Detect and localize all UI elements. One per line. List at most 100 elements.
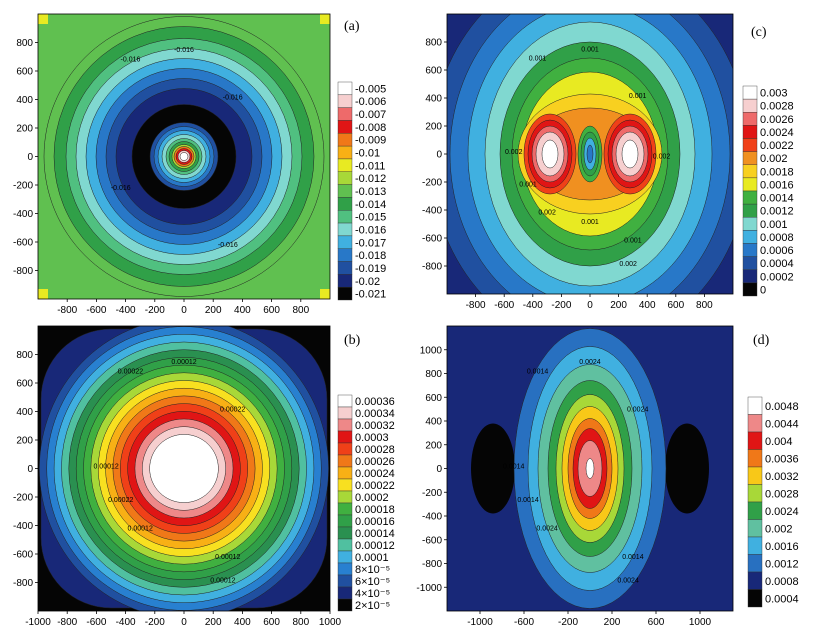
colorbar-swatch (337, 133, 353, 147)
y-tick-label: -800 (13, 578, 33, 589)
contour-label: 0.002 (538, 210, 556, 217)
x-tick-label: -400 (116, 305, 136, 316)
colorbar-label: -0.007 (355, 109, 386, 121)
contour-band (621, 139, 639, 169)
contour-label: 0.00012 (215, 554, 240, 561)
colorbar-label: 0.004 (765, 436, 793, 448)
colorbar-swatch (337, 430, 353, 444)
colorbar-swatch (337, 442, 353, 456)
x-tick-label: -400 (523, 300, 543, 311)
colorbar-swatch (742, 177, 758, 192)
colorbar-swatch (337, 274, 353, 288)
colorbar-label: -0.015 (355, 212, 386, 224)
contour-label: 0.0014 (527, 369, 549, 376)
colorbar-swatch (337, 550, 353, 564)
colorbar-swatch (747, 396, 763, 415)
colorbar-label: 0.0028 (765, 488, 799, 500)
contour-band (320, 14, 330, 24)
x-tick-label: 600 (648, 617, 665, 628)
x-tick-label: 600 (263, 305, 280, 316)
x-tick-label: -600 (494, 300, 514, 311)
colorbar-swatch (337, 406, 353, 420)
x-tick-label: -200 (145, 305, 165, 316)
colorbar-label: 0.00024 (355, 468, 395, 480)
colorbar-swatch (337, 466, 353, 480)
x-tick-label: -800 (466, 300, 486, 311)
colorbar-label: 0.0008 (760, 232, 794, 244)
contour-label: 0.001 (624, 238, 642, 245)
x-tick-label: 400 (234, 305, 251, 316)
x-tick-label: 400 (639, 300, 656, 311)
colorbar-label: 0.0016 (765, 541, 799, 553)
y-tick-label: 0 (27, 464, 33, 475)
colorbar-label: 0.0012 (765, 558, 799, 570)
contour-band (665, 423, 709, 514)
panel-label: (b) (344, 333, 361, 348)
colorbar-label: 0.0024 (765, 506, 799, 518)
colorbar-swatch (742, 112, 758, 126)
colorbar-swatch (742, 98, 758, 113)
colorbar-swatch (747, 484, 763, 503)
y-tick-label: -600 (13, 238, 33, 249)
colorbar-label: 0.0028 (760, 101, 794, 113)
contour-label: 0.0024 (627, 407, 649, 414)
colorbar-label: -0.017 (355, 237, 386, 249)
x-tick-label: 600 (667, 300, 684, 311)
x-tick-label: -600 (514, 617, 534, 628)
x-tick-label: 0 (181, 305, 187, 316)
colorbar-label: 0.0003 (355, 432, 389, 444)
colorbar-label: -0.019 (355, 263, 386, 275)
colorbar-label: 2×10⁻⁵ (355, 600, 390, 612)
colorbar-label: 0.0014 (760, 193, 794, 205)
contour-band (585, 458, 595, 479)
x-tick-label: 600 (263, 617, 280, 628)
colorbar-label: 0.0026 (760, 114, 794, 126)
colorbar-swatch (742, 138, 758, 152)
y-tick-label: 600 (425, 393, 442, 404)
colorbar-label: 6×10⁻⁵ (355, 576, 390, 588)
x-tick-label: 400 (234, 617, 251, 628)
colorbar-label: 0.0006 (760, 245, 794, 257)
colorbar-label: 8×10⁻⁵ (355, 564, 390, 576)
x-tick-label: 800 (292, 305, 309, 316)
x-tick-label: 0 (587, 300, 593, 311)
colorbar-swatch (337, 598, 353, 612)
colorbar-label: -0.018 (355, 250, 386, 262)
contour-label: 0.00012 (210, 578, 235, 585)
x-tick-label: 200 (205, 617, 222, 628)
contour-label: -0.016 (174, 47, 194, 54)
colorbar-label: 0.002 (765, 523, 793, 535)
contour-band (38, 14, 48, 24)
colorbar-swatch (747, 519, 763, 538)
contour-label: -0.016 (218, 242, 238, 249)
panel-label: (c) (751, 25, 767, 40)
colorbar-swatch (337, 586, 353, 600)
y-tick-label: 0 (436, 150, 442, 161)
colorbar-swatch (337, 235, 353, 249)
y-tick-label: -400 (13, 521, 33, 532)
colorbar-label: 0.003 (760, 88, 788, 100)
colorbar-swatch (337, 454, 353, 468)
x-tick-label: -200 (145, 617, 165, 628)
colorbar-label: 0 (760, 284, 766, 296)
colorbar-label: -0.013 (355, 186, 386, 198)
y-tick-label: 1000 (420, 345, 443, 356)
y-tick-label: 600 (425, 66, 442, 77)
y-tick-label: 200 (16, 124, 33, 135)
x-tick-label: -600 (86, 305, 106, 316)
contour-label: 0.00012 (128, 525, 153, 532)
y-tick-label: -200 (422, 488, 442, 499)
y-tick-label: 400 (16, 95, 33, 106)
contour-label: 0.0024 (536, 525, 558, 532)
contour-label: 0.001 (629, 93, 647, 100)
colorbar-label: 0.0004 (760, 258, 794, 270)
y-tick-label: 600 (16, 67, 33, 78)
plot-area: 0.00022 0.00022 0.00022 0.00012 0.00012 0.000… (38, 326, 330, 611)
colorbar-label: 0.0018 (760, 166, 794, 178)
colorbar-swatch (747, 431, 763, 450)
colorbar-label: 0.0012 (760, 206, 794, 218)
contour-label: 0.00012 (171, 359, 196, 366)
y-tick-label: -800 (13, 266, 33, 277)
y-tick-label: 800 (16, 38, 33, 49)
